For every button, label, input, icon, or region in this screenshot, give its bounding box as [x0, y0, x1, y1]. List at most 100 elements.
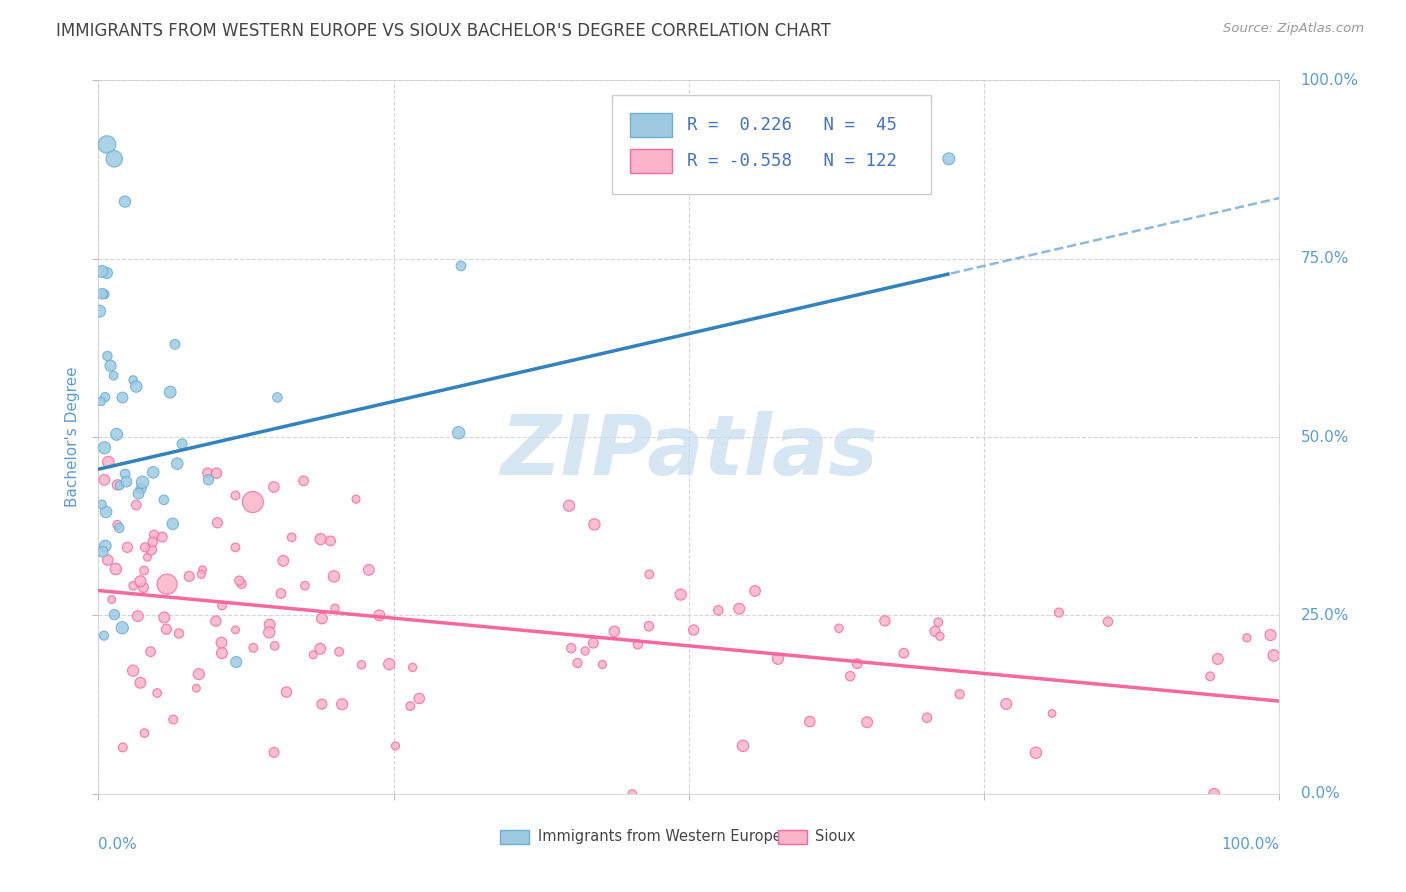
Point	[94, 287, 117, 301]
Point	[450, 259, 472, 273]
Point	[995, 697, 1018, 711]
Point	[125, 379, 148, 393]
Point	[574, 644, 596, 658]
Text: 0.0%: 0.0%	[1301, 787, 1340, 801]
Point	[259, 625, 281, 640]
Point	[408, 691, 430, 706]
Point	[134, 541, 156, 555]
Point	[197, 473, 219, 487]
Text: 50.0%: 50.0%	[1301, 430, 1350, 444]
Point	[225, 655, 247, 669]
Text: R =  0.226   N =  45: R = 0.226 N = 45	[686, 116, 897, 134]
Point	[378, 657, 401, 672]
Point	[1206, 652, 1229, 666]
Point	[150, 530, 173, 544]
Point	[225, 623, 247, 637]
Point	[311, 611, 333, 625]
Point	[190, 567, 212, 582]
Point	[153, 610, 176, 624]
Point	[91, 264, 114, 278]
Point	[856, 715, 879, 730]
Point	[94, 505, 117, 519]
Point	[105, 427, 128, 442]
Point	[231, 576, 253, 591]
Y-axis label: Bachelor's Degree: Bachelor's Degree	[65, 367, 80, 508]
Bar	[778, 830, 807, 844]
Point	[104, 562, 127, 576]
FancyBboxPatch shape	[612, 95, 931, 194]
Point	[357, 563, 380, 577]
Point	[627, 637, 650, 651]
Point	[350, 657, 373, 672]
Point	[159, 385, 181, 400]
Point	[1199, 669, 1222, 683]
Point	[211, 635, 233, 649]
Point	[839, 669, 862, 683]
Point	[122, 373, 145, 387]
Point	[328, 645, 350, 659]
Point	[179, 569, 201, 583]
Point	[146, 686, 169, 700]
Point	[228, 574, 250, 588]
Point	[108, 521, 131, 535]
Point	[276, 685, 298, 699]
Point	[567, 656, 589, 670]
Point	[1204, 787, 1226, 801]
Point	[591, 657, 613, 672]
Point	[707, 603, 730, 617]
Point	[103, 607, 125, 622]
Point	[139, 542, 162, 557]
Point	[108, 478, 131, 492]
Point	[100, 359, 122, 373]
Point	[111, 740, 134, 755]
Point	[111, 621, 134, 635]
Point	[191, 563, 214, 577]
Point	[928, 629, 950, 643]
Point	[1236, 631, 1258, 645]
Point	[263, 480, 285, 494]
Bar	[630, 149, 672, 173]
Point	[94, 390, 117, 404]
Point	[114, 194, 136, 209]
Point	[1097, 615, 1119, 629]
Point	[122, 579, 145, 593]
Point	[166, 457, 188, 471]
Point	[100, 592, 122, 607]
Point	[117, 541, 139, 555]
Point	[115, 475, 138, 489]
Point	[309, 532, 332, 546]
Point	[105, 517, 128, 532]
Point	[728, 601, 751, 615]
Point	[93, 473, 115, 487]
Point	[163, 337, 186, 351]
Point	[938, 152, 960, 166]
Point	[128, 486, 150, 500]
Point	[766, 651, 789, 665]
Text: Source: ZipAtlas.com: Source: ZipAtlas.com	[1223, 22, 1364, 36]
Point	[187, 667, 209, 681]
Point	[103, 152, 125, 166]
Point	[211, 646, 233, 660]
Point	[582, 636, 605, 650]
Point	[97, 553, 120, 567]
Point	[91, 286, 114, 301]
Point	[271, 554, 294, 568]
Point	[330, 698, 353, 712]
Point	[89, 304, 111, 318]
Point	[155, 622, 177, 636]
Point	[1263, 648, 1285, 663]
Point	[94, 539, 117, 553]
Point	[167, 626, 190, 640]
Point	[915, 711, 938, 725]
Point	[90, 394, 112, 409]
Point	[924, 624, 946, 639]
Point	[153, 492, 176, 507]
Point	[205, 614, 228, 628]
Point	[949, 687, 972, 701]
Point	[319, 533, 342, 548]
Point	[583, 517, 606, 532]
Point	[131, 475, 153, 490]
Point	[93, 629, 115, 643]
Bar	[501, 830, 530, 844]
Point	[731, 739, 754, 753]
